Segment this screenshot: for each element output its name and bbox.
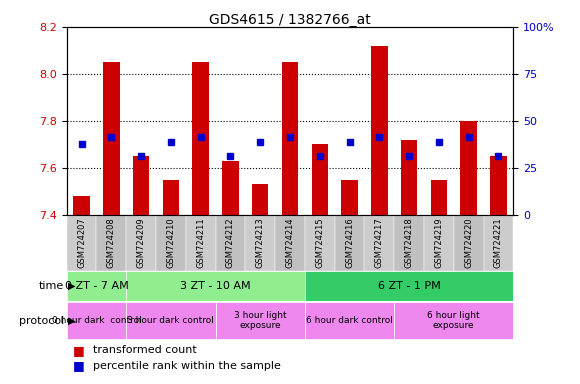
Bar [394, 215, 424, 271]
Text: ■: ■ [72, 344, 84, 357]
Bar [126, 302, 216, 339]
Text: GSM724220: GSM724220 [464, 217, 473, 268]
Bar [431, 180, 447, 215]
Bar [74, 196, 90, 215]
Bar [67, 215, 96, 271]
Bar [342, 180, 358, 215]
Bar [364, 215, 394, 271]
Text: GSM724216: GSM724216 [345, 217, 354, 268]
Text: ▶: ▶ [68, 316, 75, 326]
Bar [282, 62, 298, 215]
Bar [103, 62, 119, 215]
Text: GSM724217: GSM724217 [375, 217, 384, 268]
Bar [126, 215, 156, 271]
Text: 0 hour dark  control: 0 hour dark control [52, 316, 142, 325]
Bar [216, 215, 245, 271]
Text: GSM724218: GSM724218 [405, 217, 414, 268]
Bar [454, 215, 484, 271]
Text: transformed count: transformed count [93, 345, 197, 356]
Text: 0 ZT - 7 AM: 0 ZT - 7 AM [64, 281, 128, 291]
Bar [484, 215, 513, 271]
Bar [216, 302, 305, 339]
Text: GSM724207: GSM724207 [77, 217, 86, 268]
Bar [490, 156, 506, 215]
Bar [305, 215, 335, 271]
Text: GSM724215: GSM724215 [316, 217, 324, 268]
Text: GSM724214: GSM724214 [285, 217, 295, 268]
Text: 3 hour dark control: 3 hour dark control [128, 316, 215, 325]
Text: percentile rank within the sample: percentile rank within the sample [93, 361, 281, 371]
Bar [67, 302, 126, 339]
Text: GSM724213: GSM724213 [256, 217, 264, 268]
Text: GSM724208: GSM724208 [107, 217, 116, 268]
Text: GSM724209: GSM724209 [137, 217, 146, 268]
Bar [461, 121, 477, 215]
Bar [401, 140, 417, 215]
Text: GSM724219: GSM724219 [434, 217, 443, 268]
Text: 6 hour dark control: 6 hour dark control [306, 316, 393, 325]
Text: 3 ZT - 10 AM: 3 ZT - 10 AM [180, 281, 251, 291]
Text: 6 ZT - 1 PM: 6 ZT - 1 PM [378, 281, 440, 291]
Bar [335, 215, 364, 271]
Bar [133, 156, 149, 215]
Text: protocol: protocol [19, 316, 64, 326]
Bar [394, 302, 513, 339]
Bar [126, 271, 305, 301]
Bar [163, 180, 179, 215]
Text: 6 hour light
exposure: 6 hour light exposure [427, 311, 480, 330]
Bar [67, 271, 126, 301]
Bar [311, 144, 328, 215]
Text: time: time [38, 281, 64, 291]
Text: ■: ■ [72, 359, 84, 372]
Bar [252, 184, 269, 215]
Bar [96, 215, 126, 271]
Bar [424, 215, 454, 271]
Text: ▶: ▶ [68, 281, 75, 291]
Bar [305, 271, 513, 301]
Bar [222, 161, 238, 215]
Text: GSM724212: GSM724212 [226, 217, 235, 268]
Bar [156, 215, 186, 271]
Bar [186, 215, 216, 271]
Bar [245, 215, 275, 271]
Text: GSM724210: GSM724210 [166, 217, 175, 268]
Bar [275, 215, 305, 271]
Text: GSM724211: GSM724211 [196, 217, 205, 268]
Bar [305, 302, 394, 339]
Bar [193, 62, 209, 215]
Text: 3 hour light
exposure: 3 hour light exposure [234, 311, 287, 330]
Text: GDS4615 / 1382766_at: GDS4615 / 1382766_at [209, 13, 371, 27]
Bar [371, 46, 387, 215]
Text: GSM724221: GSM724221 [494, 217, 503, 268]
